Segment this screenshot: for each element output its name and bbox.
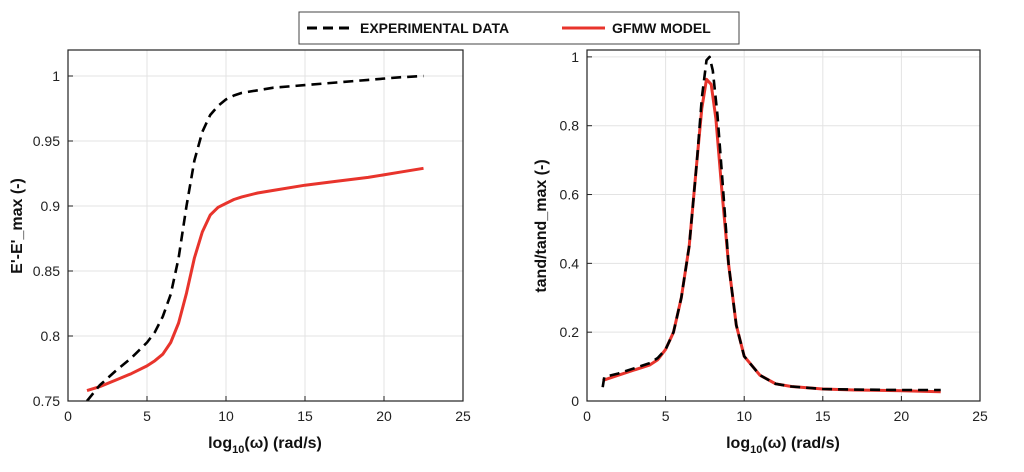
left-plot-area [85,74,424,401]
right-x-tick-label: 5 [662,408,670,424]
left-x-tick-label: 20 [376,408,392,424]
left-x-tick-label: 15 [297,408,313,424]
right-axes-frame [586,49,981,402]
left-chart: 0 5 10 15 20 25 0.75 0.8 0.85 0.9 0.95 1 log10(ω) … [9,49,471,456]
right-experimental-series-line [601,55,941,392]
legend-box [298,11,740,45]
legend-label-model: GFMW MODEL [612,20,711,36]
left-x-tick-label: 10 [218,408,234,424]
right-y-tick-label: 0.4 [560,255,580,271]
right-y-tick-label: 0.8 [560,118,580,134]
left-x-tick-label: 25 [455,408,471,424]
left-x-tick-label: 5 [143,408,151,424]
right-y-tick-label: 0 [571,393,579,409]
left-y-tick-label: 0.95 [33,133,60,149]
right-y-tick-label: 0.6 [560,187,580,203]
left-x-ticks: 0 5 10 15 20 25 [64,396,471,424]
right-x-tick-label: 15 [815,408,831,424]
right-y-axis-label: tand/tand_max (-) [533,159,550,292]
right-plot-area [601,55,941,394]
legend: EXPERIMENTAL DATA GFMW MODEL [298,11,740,45]
right-x-tick-label: 10 [736,408,752,424]
right-chart: 0 5 10 15 20 25 0 0.2 0.4 0.6 0.8 1 log10(ω) (rad/… [533,49,988,456]
left-x-axis-label: log10(ω) (rad/s) [208,435,322,456]
left-grid [67,50,464,402]
right-y-ticks: 0 0.2 0.4 0.6 0.8 1 [560,49,592,409]
left-x-tick-label: 0 [64,408,72,424]
left-y-tick-label: 1 [52,68,60,84]
left-experimental-series-line [85,74,424,401]
right-x-tick-label: 0 [583,408,591,424]
legend-label-experimental: EXPERIMENTAL DATA [360,20,509,36]
left-axes-frame [67,49,464,402]
right-y-tick-label: 1 [571,49,579,65]
left-model-series-line [86,166,424,393]
right-y-tick-label: 0.2 [560,324,580,340]
right-x-tick-label: 25 [972,408,988,424]
left-y-tick-label: 0.75 [33,393,60,409]
right-grid [586,50,981,402]
right-x-tick-label: 20 [894,408,910,424]
right-x-ticks: 0 5 10 15 20 25 [583,396,988,424]
right-x-axis-label: log10(ω) (rad/s) [726,435,840,456]
left-y-ticks: 0.75 0.8 0.85 0.9 0.95 1 [33,68,73,409]
left-y-tick-label: 0.9 [41,198,61,214]
left-y-tick-label: 0.8 [41,328,61,344]
left-y-tick-label: 0.85 [33,263,60,279]
left-y-axis-label: E'-E'_max (-) [9,178,26,274]
